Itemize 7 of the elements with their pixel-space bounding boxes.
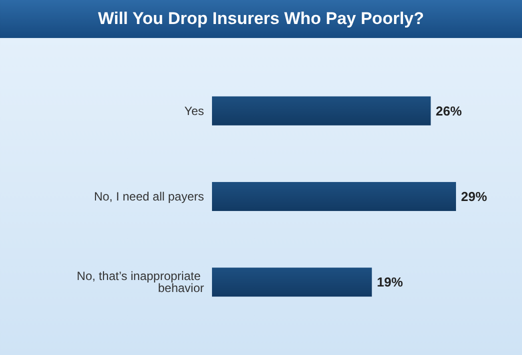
data-label: 26% [436,103,462,118]
data-label: 29% [461,189,488,204]
chart-title: Will You Drop Insurers Who Pay Poorly? [0,0,522,38]
y-tick-label: No, I need all payers [94,190,204,204]
y-tick-label: No, that’s inappropriate behavior [76,269,204,296]
data-label: 19% [376,274,404,290]
y-tick-label: Yes [184,104,204,118]
